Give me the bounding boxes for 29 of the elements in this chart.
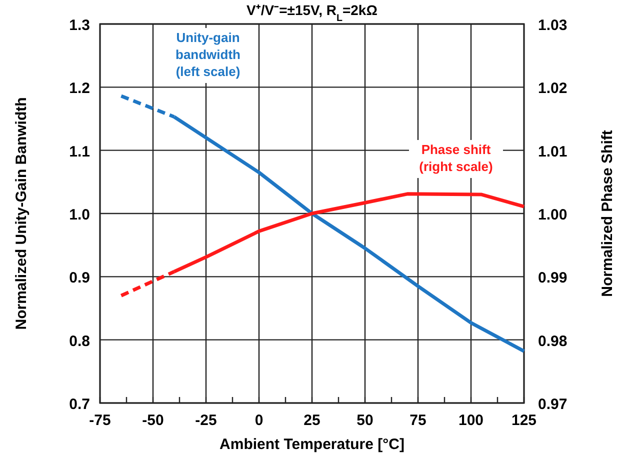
y2-tick-label: 1.01 bbox=[538, 143, 568, 160]
y2-tick-label: 1.00 bbox=[538, 206, 568, 224]
x-axis-title: Ambient Temperature [°C] bbox=[220, 436, 404, 453]
y2-tick-label: 0.97 bbox=[538, 396, 568, 413]
y-tick-label: 0.7 bbox=[69, 396, 90, 413]
y2-axis-title: Normalized Phase Shift bbox=[599, 130, 616, 297]
x-tick-label: 25 bbox=[304, 412, 320, 429]
chart-title: V⁺/V⁻=±15V, R$_{L}$=2kΩ bbox=[246, 2, 378, 24]
y2-tick-label: 0.99 bbox=[538, 270, 568, 287]
y-tick-label: 1.0 bbox=[69, 206, 90, 224]
x-tick-label: 50 bbox=[356, 412, 374, 429]
y-tick-label: 1.2 bbox=[69, 80, 90, 98]
y2-tick-label: 1.03 bbox=[538, 17, 568, 34]
text: Unity-gain bandwidth (left scale) bbox=[176, 30, 241, 79]
x-tick-label: 125 bbox=[511, 412, 537, 429]
y-tick-label: 1.1 bbox=[69, 143, 90, 160]
y-tick-label: 1.3 bbox=[69, 17, 90, 34]
x-tick-label: 100 bbox=[458, 412, 484, 429]
y-axis-title: Normalized Unity-Gain Banwidth bbox=[13, 97, 30, 330]
y-tick-label: 0.8 bbox=[69, 332, 90, 350]
x-tick-label: 0 bbox=[254, 412, 264, 429]
x-tick-label: -50 bbox=[142, 412, 164, 429]
y2-tick-label: 0.98 bbox=[538, 332, 568, 350]
x-tick-label: -25 bbox=[195, 412, 217, 429]
series-label: Phase shift (right scale) bbox=[419, 142, 493, 174]
x-tick-label: -75 bbox=[89, 412, 111, 429]
y-tick-label: 0.9 bbox=[69, 270, 90, 287]
x-tick-label: 75 bbox=[410, 412, 426, 429]
y2-tick-label: 1.02 bbox=[538, 80, 568, 98]
